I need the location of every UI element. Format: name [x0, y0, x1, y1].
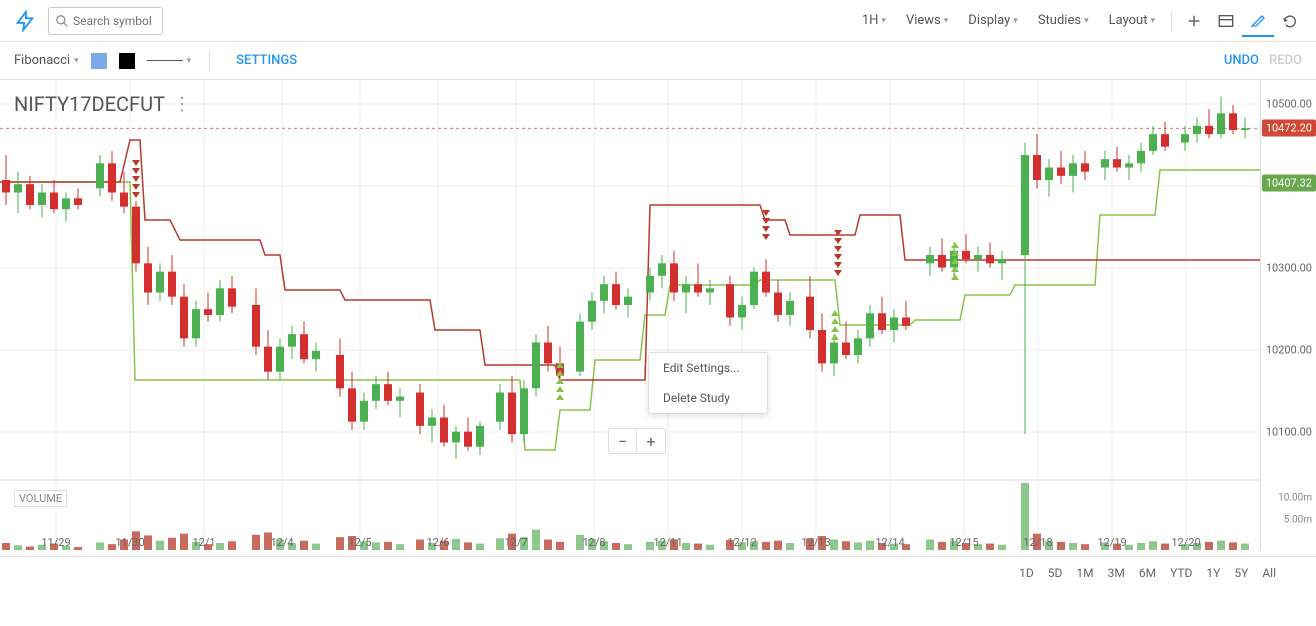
x-tick-label: 12/5 — [348, 536, 371, 549]
range-5d[interactable]: 5D — [1048, 566, 1063, 580]
x-tick-label: 12/1 — [192, 536, 215, 549]
x-tick-label: 12/13 — [801, 536, 830, 549]
volume-label: VOLUME — [14, 490, 67, 507]
edit-settings-item[interactable]: Edit Settings... — [649, 353, 767, 383]
y-tick-label: 10200.00 — [1266, 344, 1312, 357]
settings-link[interactable]: SETTINGS — [236, 53, 297, 68]
zoom-control: − + — [608, 428, 666, 454]
undo-button[interactable]: UNDO — [1224, 53, 1259, 68]
volume-y-axis: 10.00m 5.00m — [1260, 480, 1316, 550]
x-tick-label: 12/8 — [582, 536, 605, 549]
search-box[interactable] — [48, 7, 163, 35]
x-tick-label: 12/14 — [875, 536, 904, 549]
x-tick-label: 12/4 — [270, 536, 293, 549]
views-menu[interactable]: Views▾ — [896, 0, 958, 42]
range-ytd[interactable]: YTD — [1170, 566, 1192, 580]
range-all[interactable]: All — [1262, 566, 1276, 580]
search-input[interactable] — [73, 14, 153, 28]
search-icon — [55, 14, 69, 28]
y-tick-label: 10500.00 — [1266, 98, 1312, 111]
app-logo[interactable] — [10, 6, 40, 36]
range-3m[interactable]: 3M — [1108, 566, 1125, 580]
x-tick-label: 12/11 — [653, 536, 682, 549]
color1-swatch[interactable] — [91, 53, 107, 69]
zoom-out-button[interactable]: − — [609, 429, 637, 453]
tool-dropdown[interactable]: Fibonacci▾ — [14, 53, 79, 68]
interval-menu[interactable]: 1H▾ — [852, 0, 896, 42]
refresh-icon[interactable] — [1274, 5, 1306, 37]
range-6m[interactable]: 6M — [1139, 566, 1156, 580]
symbol-menu-icon[interactable]: ⋮ — [173, 94, 191, 115]
x-tick-label: 11/30 — [115, 536, 144, 549]
chart-area[interactable]: NIFTY17DECFUT ⋮ VOLUME 10500.0010400.001… — [0, 80, 1316, 588]
vol-y-tick: 5.00m — [1284, 515, 1312, 526]
redo-button: REDO — [1269, 53, 1302, 68]
layout-menu[interactable]: Layout▾ — [1099, 0, 1165, 42]
zoom-in-button[interactable]: + — [637, 429, 665, 453]
range-5y[interactable]: 5Y — [1234, 566, 1248, 580]
range-bar: 1D 5D 1M 3M 6M YTD 1Y 5Y All — [0, 556, 1316, 588]
x-tick-label: 12/7 — [504, 536, 527, 549]
x-tick-label: 12/6 — [426, 536, 449, 549]
x-tick-label: 12/15 — [949, 536, 978, 549]
context-menu: Edit Settings... Delete Study — [648, 352, 768, 414]
x-tick-label: 12/19 — [1097, 536, 1126, 549]
y-tick-label: 10300.00 — [1266, 262, 1312, 275]
panel-icon[interactable] — [1210, 5, 1242, 37]
range-1d[interactable]: 1D — [1019, 566, 1034, 580]
current-price-tag: 10472.20 — [1262, 120, 1316, 137]
y-tick-label: 10100.00 — [1266, 426, 1312, 439]
draw-icon[interactable] — [1242, 5, 1274, 37]
add-icon[interactable] — [1178, 5, 1210, 37]
drawing-subbar: Fibonacci▾ ▾ SETTINGS UNDO REDO — [0, 42, 1316, 80]
indicator-price-tag: 10407.32 — [1262, 174, 1316, 191]
line-style-dropdown[interactable]: ▾ — [147, 56, 192, 66]
range-1m[interactable]: 1M — [1076, 566, 1093, 580]
x-tick-label: 12/12 — [727, 536, 756, 549]
color2-swatch[interactable] — [119, 53, 135, 69]
main-toolbar: 1H▾ Views▾ Display▾ Studies▾ Layout▾ — [0, 0, 1316, 42]
x-tick-label: 12/20 — [1171, 536, 1200, 549]
x-tick-label: 12/18 — [1023, 536, 1052, 549]
display-menu[interactable]: Display▾ — [958, 0, 1028, 42]
vol-y-tick: 10.00m — [1278, 493, 1312, 504]
studies-menu[interactable]: Studies▾ — [1028, 0, 1099, 42]
symbol-label: NIFTY17DECFUT ⋮ — [14, 92, 191, 116]
x-tick-label: 11/29 — [41, 536, 70, 549]
delete-study-item[interactable]: Delete Study — [649, 383, 767, 413]
range-1y[interactable]: 1Y — [1206, 566, 1220, 580]
x-axis: 11/29 11/30 12/1 12/4 12/5 12/6 12/7 12/8 12/11 1… — [0, 536, 1260, 556]
chart-svg — [0, 80, 1260, 550]
